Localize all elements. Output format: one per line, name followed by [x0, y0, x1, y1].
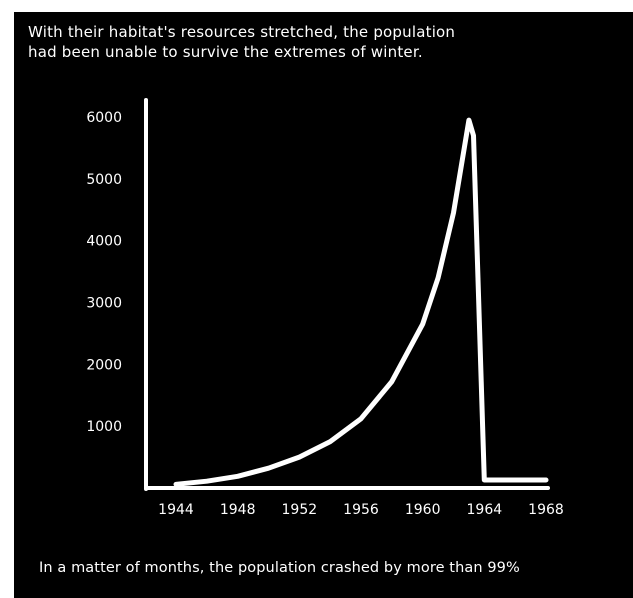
x-tick-label: 1948 — [220, 502, 256, 518]
y-tick-label: 4000 — [86, 234, 122, 250]
headline-line-1: With their habitat's resources stretched… — [28, 23, 456, 41]
y-tick-labels: 1000 2000 3000 4000 5000 6000 — [86, 110, 122, 435]
y-tick-label: 2000 — [86, 357, 122, 373]
x-tick-label: 1944 — [158, 502, 194, 518]
footer-caption: In a matter of months, the population cr… — [39, 560, 520, 576]
chart-panel: With their habitat's resources stretched… — [14, 12, 633, 598]
population-line — [173, 117, 549, 487]
x-tick-label: 1956 — [343, 502, 379, 518]
population-chart: 1000 2000 3000 4000 5000 6000 1944 1948 1952 195… — [86, 98, 564, 518]
series-group — [173, 117, 549, 487]
y-tick-label: 5000 — [86, 172, 122, 188]
x-tick-label: 1968 — [528, 502, 564, 518]
x-tick-label: 1964 — [467, 502, 503, 518]
y-tick-label: 1000 — [86, 419, 122, 435]
y-tick-label: 3000 — [86, 296, 122, 312]
x-tick-label: 1960 — [405, 502, 441, 518]
y-tick-label: 6000 — [86, 110, 122, 126]
x-tick-labels: 1944 1948 1952 1956 1960 1964 1968 — [158, 502, 564, 518]
headline-caption: With their habitat's resources stretched… — [28, 22, 588, 62]
x-tick-label: 1952 — [282, 502, 318, 518]
headline-line-2: had been unable to survive the extremes … — [28, 43, 423, 61]
